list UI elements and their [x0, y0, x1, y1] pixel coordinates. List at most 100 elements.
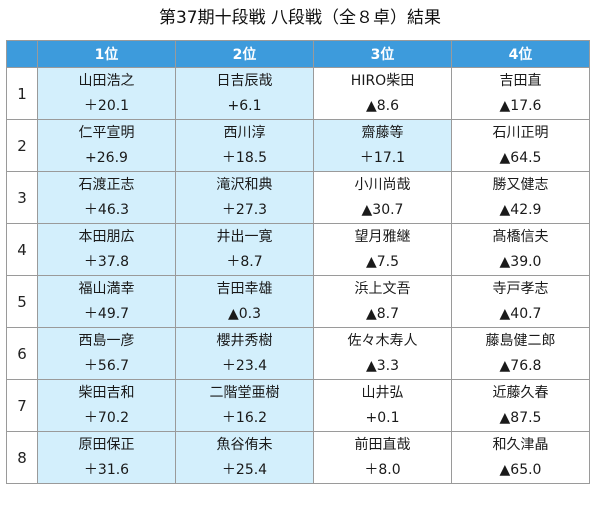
player-name: 原田保正	[78, 436, 135, 453]
table-number: 4	[6, 223, 38, 276]
player-cell: 吉田幸雄 ▲0.3	[175, 275, 314, 328]
player-cell: 齋藤等 ＋17.1	[313, 119, 452, 172]
player-cell: 日吉辰哉 +6.1	[175, 67, 314, 120]
player-score: +26.9	[85, 149, 128, 166]
player-cell: 山田浩之 ＋20.1	[37, 67, 176, 120]
player-score: ▲39.0	[499, 253, 542, 270]
header-corner	[6, 40, 38, 68]
table-number: 7	[6, 379, 38, 432]
player-name: 近藤久春	[492, 384, 549, 401]
player-cell: 髙橋信夫 ▲39.0	[451, 223, 590, 276]
player-cell: HIRO柴田 ▲8.6	[313, 67, 452, 120]
player-cell: 柴田吉和 ＋70.2	[37, 379, 176, 432]
table-row: 5 福山満幸 ＋49.7 吉田幸雄 ▲0.3 浜上文吾 ▲8.7 寺戸孝志 ▲40.7	[6, 275, 590, 328]
player-cell: 近藤久春 ▲87.5	[451, 379, 590, 432]
player-cell: 滝沢和典 ＋27.3	[175, 171, 314, 224]
table-row: 2 仁平宣明 +26.9 西川淳 ＋18.5 齋藤等 ＋17.1 石川正明 ▲64.5	[6, 119, 590, 172]
results-table: 1位 2位 3位 4位 1 山田浩之 ＋20.1 日吉辰哉 +6.1 HIRO柴田 ▲8.6…	[6, 40, 590, 484]
player-score: ▲76.8	[499, 357, 542, 374]
player-name: 日吉辰哉	[216, 72, 273, 89]
player-score: ▲8.7	[365, 305, 400, 322]
player-score: ＋23.4	[221, 357, 268, 374]
player-cell: 福山満幸 ＋49.7	[37, 275, 176, 328]
player-name: 齋藤等	[361, 124, 404, 141]
player-name: 石川正明	[492, 124, 549, 141]
player-cell: 石川正明 ▲64.5	[451, 119, 590, 172]
player-score: ＋18.5	[221, 149, 268, 166]
player-score: ▲0.3	[227, 305, 262, 322]
player-score: ＋16.2	[221, 409, 268, 426]
player-name: 柴田吉和	[78, 384, 135, 401]
header-3rd-place: 3位	[313, 40, 452, 68]
player-name: 吉田直	[499, 72, 542, 89]
player-score: ＋8.7	[226, 253, 263, 270]
player-cell: 前田直哉 ＋8.0	[313, 431, 452, 484]
player-name: 前田直哉	[354, 436, 411, 453]
player-score: ▲87.5	[499, 409, 542, 426]
player-cell: 和久津晶 ▲65.0	[451, 431, 590, 484]
player-score: ▲40.7	[499, 305, 542, 322]
player-cell: 佐々木寿人 ▲3.3	[313, 327, 452, 380]
player-cell: 小川尚哉 ▲30.7	[313, 171, 452, 224]
player-cell: 本田朋広 ＋37.8	[37, 223, 176, 276]
player-score: ＋27.3	[221, 201, 268, 218]
player-cell: 望月雅継 ▲7.5	[313, 223, 452, 276]
player-score: ▲7.5	[365, 253, 400, 270]
player-cell: 石渡正志 ＋46.3	[37, 171, 176, 224]
player-score: ▲65.0	[499, 461, 542, 478]
player-name: 二階堂亜樹	[209, 384, 280, 401]
results-body: 1 山田浩之 ＋20.1 日吉辰哉 +6.1 HIRO柴田 ▲8.6 吉田直 ▲17.6 2 仁平宣…	[6, 67, 590, 484]
page-title: 第37期十段戦 八段戦（全８卓）結果	[158, 8, 442, 28]
player-cell: 山井弘 +0.1	[313, 379, 452, 432]
table-number: 1	[6, 67, 38, 120]
player-cell: 原田保正 ＋31.6	[37, 431, 176, 484]
player-score: ＋31.6	[83, 461, 130, 478]
player-score: ▲3.3	[365, 357, 400, 374]
player-name: 魚谷侑未	[216, 436, 273, 453]
header-4th-place: 4位	[451, 40, 590, 68]
player-name: 浜上文吾	[354, 280, 411, 297]
player-name: 和久津晶	[492, 436, 549, 453]
player-score: ＋70.2	[83, 409, 130, 426]
player-score: ＋25.4	[221, 461, 268, 478]
player-score: ＋20.1	[83, 97, 130, 114]
player-name: 本田朋広	[78, 228, 135, 245]
table-row: 7 柴田吉和 ＋70.2 二階堂亜樹 ＋16.2 山井弘 +0.1 近藤久春 ▲87.5	[6, 379, 590, 432]
player-cell: 櫻井秀樹 ＋23.4	[175, 327, 314, 380]
player-cell: 寺戸孝志 ▲40.7	[451, 275, 590, 328]
player-name: 西川淳	[223, 124, 266, 141]
player-cell: 魚谷侑未 ＋25.4	[175, 431, 314, 484]
player-name: 櫻井秀樹	[216, 332, 273, 349]
player-name: 山田浩之	[78, 72, 135, 89]
table-number: 8	[6, 431, 38, 484]
player-name: HIRO柴田	[350, 72, 415, 89]
player-score: ＋49.7	[83, 305, 130, 322]
player-score: ▲64.5	[499, 149, 542, 166]
player-score: ＋37.8	[83, 253, 130, 270]
player-cell: 西川淳 ＋18.5	[175, 119, 314, 172]
player-name: 髙橋信夫	[492, 228, 549, 245]
table-number: 5	[6, 275, 38, 328]
player-name: 藤島健二郎	[485, 332, 556, 349]
player-score: ▲42.9	[499, 201, 542, 218]
player-score: ＋46.3	[83, 201, 130, 218]
player-name: 小川尚哉	[354, 176, 411, 193]
table-number: 2	[6, 119, 38, 172]
player-name: 石渡正志	[78, 176, 135, 193]
player-cell: 勝又健志 ▲42.9	[451, 171, 590, 224]
player-score: ＋8.0	[364, 461, 401, 478]
table-row: 6 西島一彦 ＋56.7 櫻井秀樹 ＋23.4 佐々木寿人 ▲3.3 藤島健二郎 ▲76.8	[6, 327, 590, 380]
table-number: 3	[6, 171, 38, 224]
player-score: ▲30.7	[361, 201, 404, 218]
table-row: 8 原田保正 ＋31.6 魚谷侑未 ＋25.4 前田直哉 ＋8.0 和久津晶 ▲65.0	[6, 431, 590, 484]
player-cell: 西島一彦 ＋56.7	[37, 327, 176, 380]
player-cell: 仁平宣明 +26.9	[37, 119, 176, 172]
header-1st-place: 1位	[37, 40, 176, 68]
table-number: 6	[6, 327, 38, 380]
player-score: ▲17.6	[499, 97, 542, 114]
player-score: ＋17.1	[359, 149, 406, 166]
header-row: 1位 2位 3位 4位	[6, 40, 590, 68]
table-row: 4 本田朋広 ＋37.8 井出一寛 ＋8.7 望月雅継 ▲7.5 髙橋信夫 ▲39.0	[6, 223, 590, 276]
player-name: 山井弘	[361, 384, 404, 401]
player-name: 滝沢和典	[216, 176, 273, 193]
